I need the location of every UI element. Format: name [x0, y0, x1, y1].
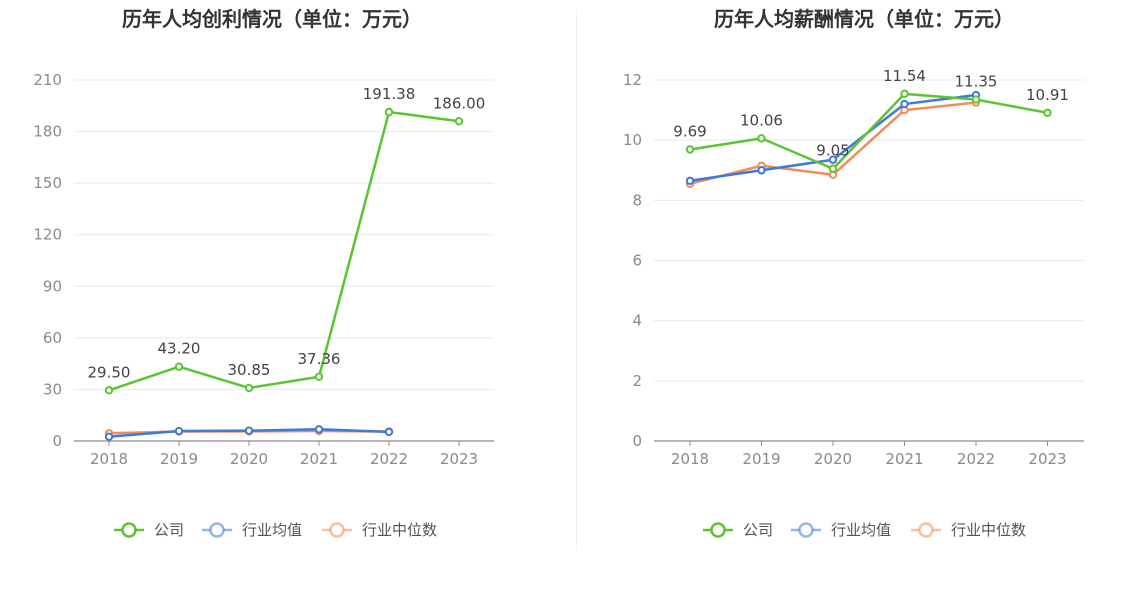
y-tick-label: 120: [33, 226, 62, 244]
y-tick-label: 4: [632, 312, 642, 330]
y-tick-label: 6: [632, 252, 642, 270]
legend-item-1[interactable]: 行业均值: [791, 521, 891, 539]
x-tick-label: 2018: [671, 450, 709, 468]
series-line-0: [689, 92, 1048, 170]
profit-per-capita-chart: 历年人均创利情况（单位：万元） 0 30 60 90 120 150 180 210 2018 20…: [33, 7, 494, 539]
data-point[interactable]: [900, 89, 909, 99]
data-point[interactable]: [104, 432, 114, 441]
chart-title: 历年人均薪酬情况（单位：万元）: [714, 7, 1014, 31]
y-tick-label: 30: [43, 380, 62, 398]
y-tick-label: 180: [33, 123, 62, 141]
y-tick-label: 0: [632, 432, 642, 450]
legend-swatch-marker: [710, 522, 726, 538]
x-tick-label: 2020: [814, 450, 852, 468]
data-label: 11.54: [883, 67, 926, 85]
legend-swatch-marker: [329, 522, 345, 538]
legend-swatch-marker: [121, 522, 137, 538]
data-label: 11.35: [955, 73, 998, 91]
y-tick-label: 10: [623, 131, 642, 149]
legend-swatch-marker: [209, 522, 225, 538]
y-tick-label: 90: [43, 277, 62, 295]
legend-item-2[interactable]: 行业中位数: [911, 521, 1026, 539]
legend-label: 公司: [154, 521, 184, 539]
data-point[interactable]: [384, 107, 394, 117]
legend-swatch-marker: [918, 522, 934, 538]
x-tick-label: 2022: [957, 450, 995, 468]
data-point[interactable]: [454, 117, 464, 126]
chart-panel-salary-per-capita: 历年人均薪酬情况（单位：万元） 0 2 4 6 8 10 12 2018 2019 2020 2021…: [574, 0, 1148, 589]
data-point[interactable]: [244, 426, 254, 435]
chart-title: 历年人均创利情况（单位：万元）: [122, 7, 422, 31]
x-tick-label: 2020: [230, 450, 268, 468]
y-tick-label: 60: [43, 329, 62, 347]
x-tick-label: 2018: [90, 450, 128, 468]
legend-item-1[interactable]: 行业均值: [202, 521, 302, 539]
legend-item-0[interactable]: 公司: [703, 521, 773, 539]
y-tick-label: 150: [33, 174, 62, 192]
data-label: 30.85: [228, 361, 271, 379]
data-label: 29.50: [88, 363, 131, 381]
x-tick-label: 2023: [440, 450, 478, 468]
legend-label: 公司: [743, 521, 773, 539]
data-label: 9.05: [816, 142, 849, 160]
data-point[interactable]: [174, 362, 184, 371]
y-tick-label: 2: [632, 372, 642, 390]
x-tick-label: 2019: [160, 450, 198, 468]
data-point[interactable]: [314, 425, 324, 434]
data-label: 10.91: [1026, 86, 1069, 104]
x-tick-label: 2019: [742, 450, 780, 468]
data-label: 37.36: [298, 350, 341, 368]
data-point[interactable]: [174, 426, 184, 436]
data-point[interactable]: [757, 134, 766, 143]
y-tick-label: 210: [33, 71, 62, 89]
y-tick-label: 12: [623, 71, 642, 89]
panel-divider: [576, 10, 577, 550]
data-label: 43.20: [158, 340, 201, 358]
legend-label: 行业均值: [242, 521, 302, 539]
x-tick-label: 2022: [370, 450, 408, 468]
x-tick-label: 2021: [885, 450, 923, 468]
x-tick-label: 2021: [300, 450, 338, 468]
y-tick-label: 0: [52, 432, 62, 450]
data-label: 186.00: [433, 94, 486, 112]
data-label: 10.06: [740, 111, 783, 129]
data-point[interactable]: [685, 176, 695, 185]
data-point[interactable]: [828, 164, 838, 173]
legend-swatch-marker: [798, 522, 814, 538]
data-point[interactable]: [828, 155, 838, 164]
data-point[interactable]: [757, 166, 766, 175]
legend-label: 行业均值: [831, 521, 891, 539]
data-point[interactable]: [900, 99, 909, 109]
data-label: 9.69: [673, 122, 706, 140]
y-tick-label: 8: [632, 191, 642, 209]
legend-label: 行业中位数: [362, 521, 437, 539]
salary-per-capita-chart: 历年人均薪酬情况（单位：万元） 0 2 4 6 8 10 12 2018 2019 2020 2021…: [623, 7, 1084, 539]
data-point[interactable]: [244, 383, 254, 393]
data-point[interactable]: [384, 427, 394, 437]
legend-label: 行业中位数: [951, 521, 1026, 539]
data-label: 191.38: [363, 85, 416, 103]
x-tick-label: 2023: [1028, 450, 1066, 468]
chart-panel-profit-per-capita: 历年人均创利情况（单位：万元） 0 30 60 90 120 150 180 210 2018 20…: [33, 7, 494, 539]
series-line-0: [108, 110, 460, 392]
data-point[interactable]: [971, 95, 981, 104]
data-point[interactable]: [1043, 108, 1052, 117]
data-point[interactable]: [314, 372, 324, 381]
data-point[interactable]: [104, 386, 114, 395]
legend-item-0[interactable]: 公司: [114, 521, 184, 539]
data-point[interactable]: [685, 145, 695, 154]
legend-item-2[interactable]: 行业中位数: [322, 521, 437, 539]
